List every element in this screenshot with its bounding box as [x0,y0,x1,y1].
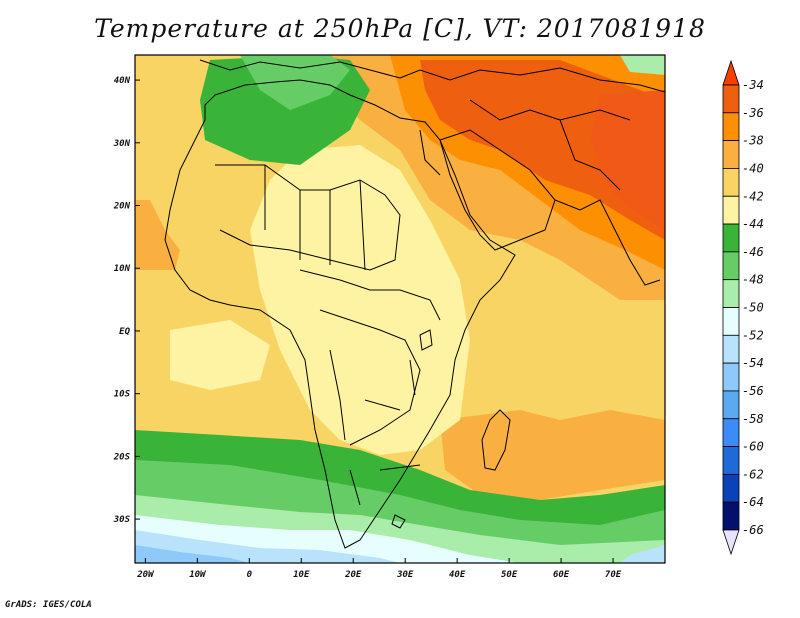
colorbar-label: -54 [742,356,764,370]
longitude-axis: 20W 10W 0 10E 20E 30E 40E 50E 60E 70E [136,558,622,580]
lon-label: 50E [501,570,518,580]
colorbar-swatch [722,112,740,142]
colorbar-label: -44 [742,217,764,231]
lat-label: 30S [113,515,131,525]
lat-label: 40N [114,76,131,86]
colorbar-swatch [722,307,740,336]
colorbar-swatch [722,251,740,281]
lon-label: 10E [293,570,310,580]
colorbar-swatch [722,334,740,364]
colorbar-label: -60 [742,440,764,454]
colorbar-swatch [722,418,740,447]
colorbar-label: -46 [742,245,764,259]
colorbar-label: -64 [742,495,764,509]
lat-label: 20N [113,202,131,212]
map-title: Temperature at 250hPa [C], VT: 201708191… [94,14,706,43]
colorbar-label: -66 [742,523,764,537]
colorbar-swatch [722,279,740,308]
colorbar-swatch [722,501,740,531]
coastlines [164,59,665,549]
temperature-field [135,55,665,563]
lat-label: EQ [119,327,130,337]
colorbar-swatch [722,362,740,392]
colorbar-label: -48 [742,273,764,287]
lon-label: 70E [605,570,622,580]
colorbar-label: -34 [742,78,764,92]
lat-label: 30N [113,139,131,149]
lon-label: 0 [247,570,253,580]
colorbar-swatch [722,168,740,197]
colorbar-swatch [722,195,740,225]
colorbar-label: -42 [742,189,764,203]
lon-label: 30E [396,570,414,580]
lon-label: 20E [344,570,362,580]
colorbar-top-arrow [722,59,740,86]
colorbar-label: -56 [742,384,764,398]
colorbar-label: -58 [742,412,764,426]
colorbar-swatch [722,84,740,114]
footer-credit: GrADS: IGES/COLA [5,600,92,610]
lon-label: 20W [136,570,155,580]
colorbar-label: -50 [742,301,764,315]
colorbar-swatch [722,223,740,253]
lon-label: 10W [189,570,207,580]
colorbar-label: -36 [742,106,764,120]
colorbar-swatch [722,473,740,503]
colorbar-label: -40 [742,161,764,175]
lat-label: 10N [114,264,131,274]
lat-label: 10S [114,390,131,400]
colorbar: -34 -36 -38 -40 -42 -44 -46 -48 -50 -52 -54 -56 -58 -… [722,59,764,556]
colorbar-bottom-arrow [722,529,740,556]
colorbar-label: -38 [742,134,764,148]
lat-label: 20S [113,452,131,462]
colorbar-swatch [722,140,740,169]
lon-label: 60E [553,570,570,580]
latitude-axis: 40N 30N 20N 10N EQ 10S 20S 30S [113,76,140,525]
colorbar-swatch [722,446,740,475]
colorbar-label: -52 [742,328,764,342]
colorbar-label: -62 [742,467,764,481]
map-frame [134,54,666,564]
lon-label: 40E [449,570,466,580]
colorbar-swatch [722,390,740,420]
